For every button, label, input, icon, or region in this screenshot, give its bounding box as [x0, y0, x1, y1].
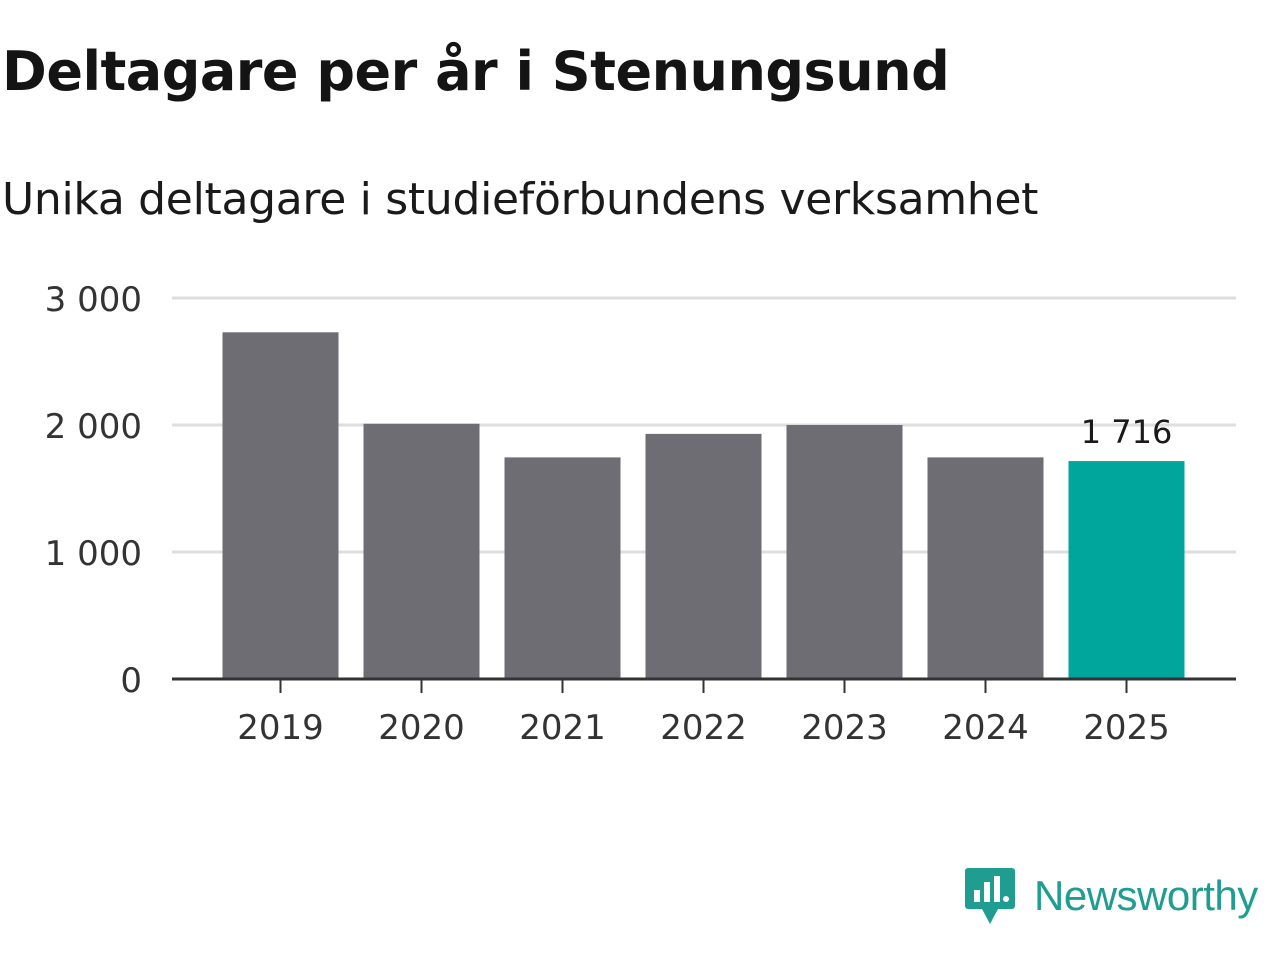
chart-subtitle: Unika deltagare i studieförbundens verks…: [2, 174, 1039, 225]
bar-2020: [363, 423, 480, 679]
bar-2024: [927, 457, 1044, 679]
bar-2022: [645, 433, 762, 679]
x-tick-label-2025: 2025: [1083, 708, 1170, 748]
x-tick-label-2024: 2024: [942, 708, 1029, 748]
x-tick-label-2020: 2020: [378, 708, 465, 748]
data-label-2025: 1 716: [1081, 413, 1173, 451]
bar-2025: [1068, 461, 1185, 679]
y-tick-label-3000: 3 000: [45, 280, 142, 320]
x-tick-label-2019: 2019: [237, 708, 324, 748]
brand-logo: Newsworthy: [964, 866, 1258, 926]
y-tick-label-0: 0: [120, 661, 142, 701]
bar-2023: [786, 425, 903, 679]
newsworthy-logo-icon: [965, 868, 1015, 924]
y-tick-label-2000: 2 000: [45, 407, 142, 447]
chart-title: Deltagare per år i Stenungsund: [2, 40, 950, 103]
brand-name: Newsworthy: [1034, 872, 1258, 919]
bar-2021: [504, 457, 621, 679]
bar-2019: [222, 332, 339, 679]
x-tick-label-2021: 2021: [519, 708, 606, 748]
y-tick-label-1000: 1 000: [45, 534, 142, 574]
x-tick-label-2022: 2022: [660, 708, 747, 748]
x-tick-label-2023: 2023: [801, 708, 888, 748]
